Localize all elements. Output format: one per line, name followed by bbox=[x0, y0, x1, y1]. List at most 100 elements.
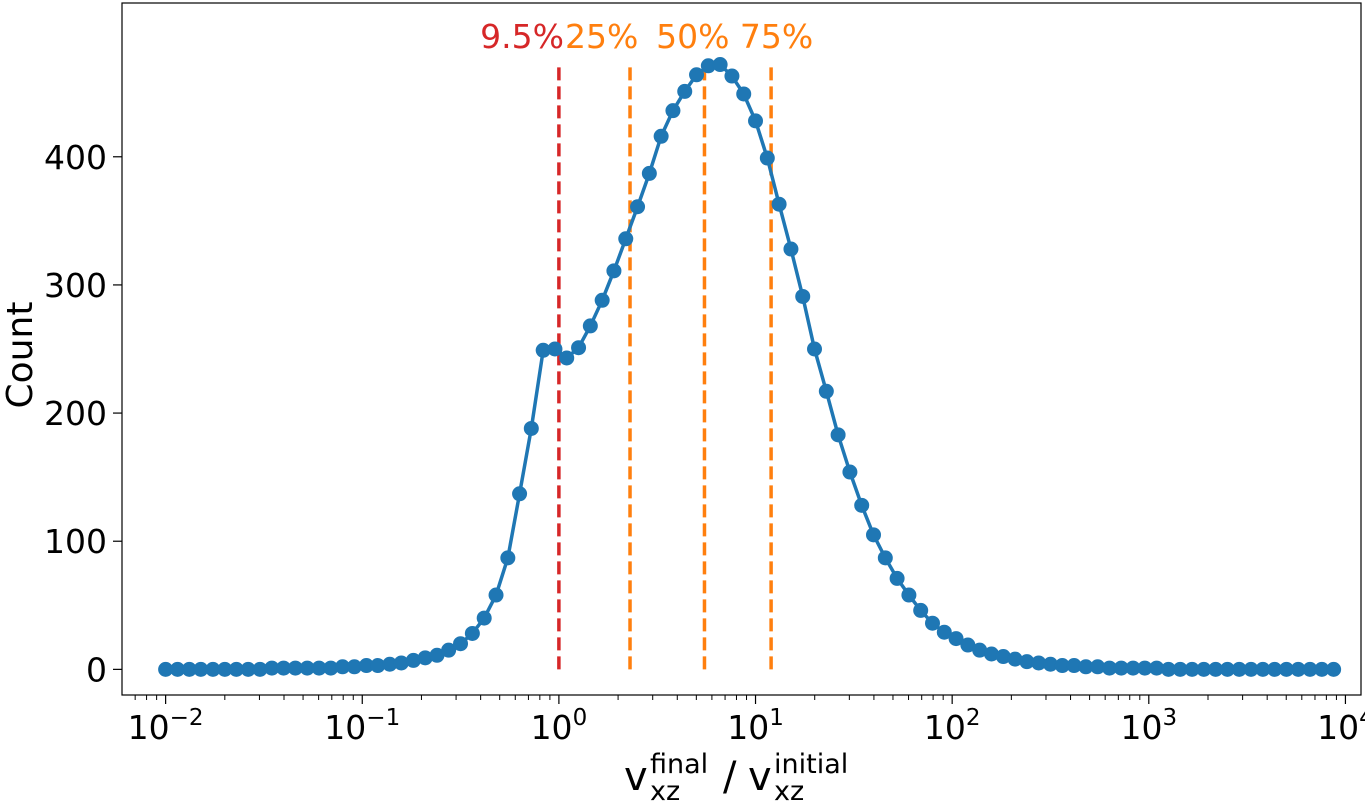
data-point bbox=[983, 646, 999, 662]
svg-text:xz: xz bbox=[650, 776, 680, 804]
y-tick-label-4: 400 bbox=[44, 138, 107, 177]
data-point bbox=[453, 636, 469, 652]
x-tick-label-2: 100 bbox=[531, 705, 588, 747]
data-point bbox=[677, 83, 693, 99]
data-point bbox=[299, 660, 315, 676]
data-point bbox=[1149, 660, 1165, 676]
data-point bbox=[323, 660, 339, 676]
data-point bbox=[1160, 661, 1176, 677]
x-label-v1: v bbox=[624, 754, 648, 800]
data-point bbox=[335, 659, 351, 675]
data-point bbox=[960, 637, 976, 653]
x-label-sup2: initial bbox=[774, 749, 848, 780]
data-point bbox=[924, 615, 940, 631]
data-point bbox=[523, 420, 539, 436]
data-point bbox=[712, 57, 728, 73]
data-point bbox=[1172, 661, 1188, 677]
data-point bbox=[405, 652, 421, 668]
axes-frame bbox=[121, 2, 1362, 696]
data-point bbox=[535, 342, 551, 358]
x-tick-label-6: 104 bbox=[1317, 705, 1365, 747]
data-point bbox=[606, 263, 622, 279]
data-point bbox=[689, 67, 705, 83]
x-label-sup1: final bbox=[650, 749, 708, 780]
data-point bbox=[653, 128, 669, 144]
data-point bbox=[1208, 661, 1224, 677]
x-ticks: 10−2 10−1 100 101 102 103 104 bbox=[128, 695, 1365, 747]
data-point bbox=[1125, 660, 1141, 676]
data-point bbox=[1066, 658, 1082, 674]
data-point bbox=[158, 661, 174, 677]
data-point bbox=[512, 486, 528, 502]
data-point bbox=[1101, 660, 1117, 676]
data-point bbox=[700, 58, 716, 74]
data-point bbox=[948, 631, 964, 647]
x-tick-label-0: 10−2 bbox=[128, 705, 204, 747]
svg-text:v: v bbox=[624, 754, 648, 800]
series-line-0 bbox=[165, 62, 1334, 672]
data-point bbox=[818, 383, 834, 399]
data-point bbox=[901, 587, 917, 603]
data-point bbox=[1255, 661, 1271, 677]
data-point bbox=[830, 427, 846, 443]
data-point bbox=[759, 150, 775, 166]
data-point bbox=[287, 660, 303, 676]
data-point bbox=[488, 587, 504, 603]
data-point bbox=[665, 103, 681, 119]
data-point bbox=[724, 68, 740, 84]
plot-area: 9.5% 25% 50% 75% bbox=[158, 17, 1342, 677]
data-point bbox=[913, 602, 929, 618]
data-point bbox=[264, 660, 280, 676]
percentile-label-3: 75% bbox=[740, 17, 813, 56]
data-point bbox=[276, 660, 292, 676]
data-point bbox=[1042, 656, 1058, 672]
data-point bbox=[641, 165, 657, 181]
data-point bbox=[1113, 660, 1129, 676]
data-point bbox=[393, 655, 409, 671]
data-point bbox=[441, 642, 457, 658]
data-point bbox=[571, 340, 587, 356]
data-point bbox=[346, 659, 362, 675]
data-point bbox=[582, 318, 598, 334]
data-point bbox=[1090, 659, 1106, 675]
data-point bbox=[866, 527, 882, 543]
data-point bbox=[181, 661, 197, 677]
data-point bbox=[464, 625, 480, 641]
data-point bbox=[217, 661, 233, 677]
data-point bbox=[1078, 659, 1094, 675]
y-tick-label-2: 200 bbox=[44, 394, 107, 433]
x-tick-label-1: 10−1 bbox=[324, 705, 400, 747]
percentile-label-1: 25% bbox=[565, 17, 638, 56]
data-point bbox=[618, 231, 634, 247]
data-point bbox=[476, 610, 492, 626]
data-point bbox=[854, 497, 870, 513]
y-tick-label-0: 0 bbox=[86, 650, 107, 689]
data-point bbox=[877, 550, 893, 566]
data-point bbox=[936, 624, 952, 640]
data-point bbox=[995, 649, 1011, 665]
y-tick-label-3: 300 bbox=[44, 266, 107, 305]
data-point bbox=[547, 341, 563, 357]
data-point bbox=[842, 464, 858, 480]
data-point bbox=[240, 661, 256, 677]
data-point bbox=[771, 196, 787, 212]
data-point bbox=[1278, 661, 1294, 677]
data-point bbox=[1019, 654, 1035, 670]
data-point bbox=[370, 658, 386, 674]
data-point bbox=[1290, 661, 1306, 677]
data-point bbox=[1314, 661, 1330, 677]
svg-text:initial: initial bbox=[774, 749, 848, 780]
data-point bbox=[748, 113, 764, 129]
data-point bbox=[1302, 661, 1318, 677]
data-point bbox=[889, 570, 905, 586]
data-point bbox=[1243, 661, 1259, 677]
x-axis-label: v final xz / v initial xz bbox=[624, 749, 848, 804]
data-point bbox=[311, 660, 327, 676]
data-point bbox=[382, 656, 398, 672]
data-point bbox=[170, 661, 186, 677]
data-point bbox=[594, 292, 610, 308]
data-point bbox=[429, 647, 445, 663]
data-point bbox=[228, 661, 244, 677]
x-label-sub1: xz bbox=[650, 776, 680, 804]
